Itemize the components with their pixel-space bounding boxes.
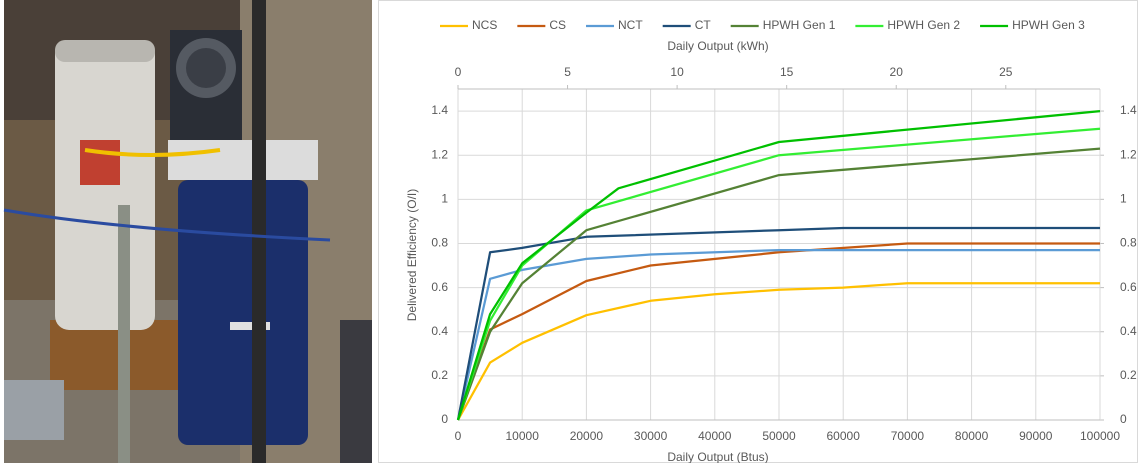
x2-axis-title: Daily Output (kWh) (667, 39, 768, 53)
chart: Daily Output (Btus) Daily Output (kWh) D… (405, 18, 1137, 464)
x-tick-label: 60000 (827, 429, 861, 443)
x2-tick-label: 10 (670, 65, 684, 79)
x2-tick-label: 5 (564, 65, 571, 79)
y2-tick-label: 1.2 (1120, 147, 1137, 161)
x2-tick-label: 20 (890, 65, 904, 79)
y-tick-label: 0.8 (431, 236, 448, 250)
y2-tick-label: 0.4 (1120, 324, 1137, 338)
y-tick-label: 0.2 (431, 368, 448, 382)
series-line (456, 242, 1100, 421)
x-tick-label: 90000 (1019, 429, 1053, 443)
x-tick-label: 10000 (506, 429, 540, 443)
y-tick-label: 1 (441, 192, 448, 206)
x-tick-label: 30000 (634, 429, 668, 443)
y-axis-title: Delivered Efficiency (O/I) (405, 189, 419, 322)
x-tick-label: 0 (455, 429, 462, 443)
legend-label: NCT (618, 18, 643, 32)
y-tick-label: 0.4 (431, 324, 448, 338)
y2-tick-label: 1.4 (1120, 103, 1137, 117)
x-tick-label: 20000 (570, 429, 604, 443)
legend-label: HPWH Gen 2 (887, 18, 960, 32)
y2-tick-label: 0.2 (1120, 368, 1137, 382)
legend-label: HPWH Gen 1 (763, 18, 836, 32)
legend-label: CS (549, 18, 566, 32)
x-tick-label: 40000 (698, 429, 732, 443)
legend-label: NCS (472, 18, 497, 32)
y2-tick-label: 1 (1120, 192, 1127, 206)
x2-tick-label: 0 (455, 65, 462, 79)
x-tick-label: 100000 (1080, 429, 1120, 443)
photo (3, 0, 372, 463)
series-line (456, 147, 1101, 421)
x-tick-label: 80000 (955, 429, 989, 443)
legend-label: HPWH Gen 3 (1012, 18, 1085, 32)
series-line (456, 109, 1101, 421)
y2-tick-label: 0 (1120, 412, 1127, 426)
y-tick-label: 1.4 (431, 103, 448, 117)
y-tick-label: 1.2 (431, 147, 448, 161)
x-tick-label: 70000 (891, 429, 925, 443)
y-tick-label: 0.6 (431, 280, 448, 294)
series-line (457, 282, 1100, 421)
x2-tick-label: 15 (780, 65, 794, 79)
series-line (456, 226, 1100, 421)
y2-tick-label: 0.8 (1120, 236, 1137, 250)
x2-tick-label: 25 (999, 65, 1013, 79)
legend-label: CT (695, 18, 712, 32)
x-tick-label: 50000 (762, 429, 796, 443)
y2-tick-label: 0.6 (1120, 280, 1137, 294)
y-tick-label: 0 (441, 412, 448, 426)
series-line (456, 248, 1100, 421)
x-axis-title: Daily Output (Btus) (667, 450, 768, 463)
